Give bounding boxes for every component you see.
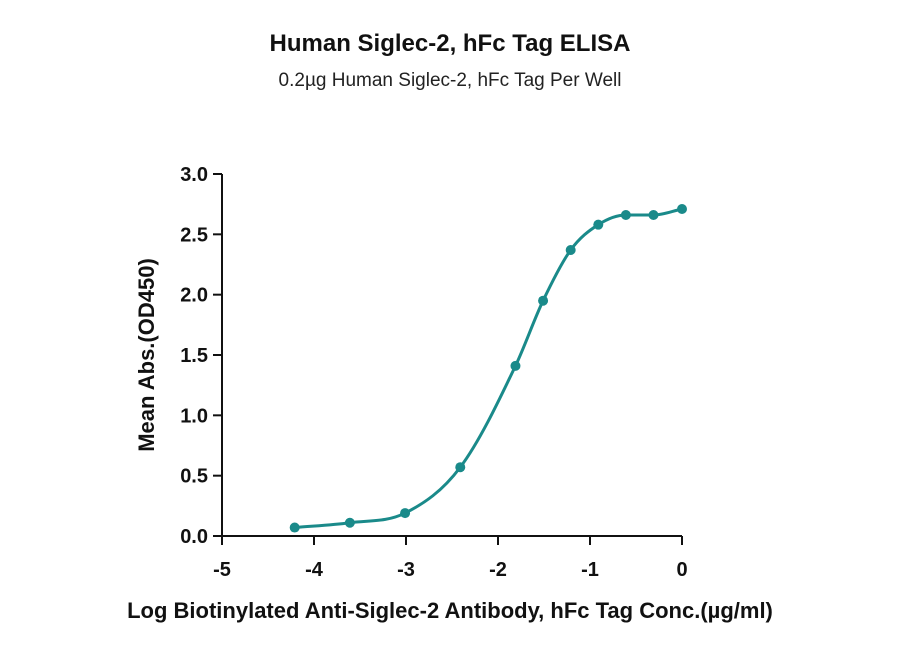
- data-point: [510, 360, 521, 371]
- data-point: [538, 295, 549, 306]
- axes: [221, 174, 682, 537]
- chart-title: Human Siglec-2, hFc Tag ELISA: [269, 30, 631, 57]
- data-point: [289, 522, 300, 533]
- chart-subtitle: 0.2µg Human Siglec-2, hFc Tag Per Well: [278, 70, 622, 91]
- data-point: [400, 508, 411, 519]
- y-tick-label: 2.5: [180, 224, 208, 246]
- y-tick-label: 1.5: [180, 345, 208, 367]
- x-tick-label: -5: [213, 559, 231, 581]
- x-tick-label: 0: [676, 559, 687, 581]
- fit-curve: [294, 207, 683, 530]
- data-point: [455, 462, 466, 473]
- data-points: [289, 203, 687, 533]
- data-point: [677, 203, 687, 214]
- data-point: [565, 245, 576, 256]
- x-tick-label: -4: [305, 559, 324, 581]
- x-tick-label: -1: [581, 559, 599, 581]
- x-tick-label: -3: [397, 559, 415, 581]
- data-point: [620, 210, 631, 221]
- data-point: [593, 219, 604, 230]
- y-tick-label: 1.0: [180, 405, 208, 427]
- data-point: [344, 517, 355, 528]
- x-axis-title: Log Biotinylated Anti-Siglec-2 Antibody,…: [127, 598, 773, 623]
- y-tick-label: 0.5: [180, 466, 208, 488]
- y-tick-label: 0.0: [180, 526, 208, 548]
- data-point: [648, 210, 659, 221]
- y-tick-label: 2.0: [180, 285, 208, 307]
- x-tick-label: -2: [489, 559, 507, 581]
- y-axis-ticks: 0.0 0.5 1.0 1.5 2.0 2.5 3.0: [180, 164, 222, 548]
- y-tick-label: 3.0: [180, 164, 208, 186]
- y-axis-title: Mean Abs.(OD450): [134, 258, 159, 452]
- x-axis-ticks: -5 -4 -3 -2 -1 0: [213, 536, 688, 581]
